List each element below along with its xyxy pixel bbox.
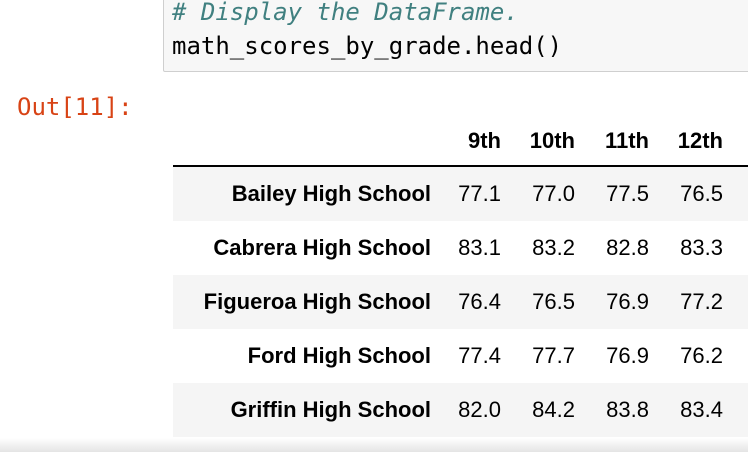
table-cell: 83.2 (532, 235, 575, 260)
table-cell: 76.9 (606, 343, 649, 368)
column-header: 12th (677, 128, 723, 153)
table-cell: 84.2 (532, 397, 575, 422)
row-index: Griffin High School (230, 397, 431, 422)
row-index: Bailey High School (231, 181, 431, 206)
table-cell: 83.3 (680, 235, 723, 260)
table-cell: 76.2 (680, 343, 723, 368)
table-cell: 77.0 (532, 181, 575, 206)
table-cell: 76.4 (458, 289, 501, 314)
column-header: 11th (604, 128, 649, 153)
table-cell: 83.1 (458, 235, 501, 260)
code-input-cell[interactable]: # Display the DataFrame. math_scores_by_… (163, 0, 748, 72)
column-header: 10th (529, 128, 575, 153)
table-cell: 77.7 (532, 343, 575, 368)
table-cell: 77.2 (680, 289, 723, 314)
table-cell: 83.4 (680, 397, 723, 422)
row-index: Cabrera High School (213, 235, 431, 260)
table-cell: 82.0 (458, 397, 501, 422)
table-cell: 77.1 (458, 181, 501, 206)
column-header: 9th (468, 128, 501, 153)
table-cell: 77.5 (606, 181, 649, 206)
dataframe-table: 9th 10th 11th 12th Bailey High School 77… (173, 117, 748, 437)
output-prompt: Out[11]: (17, 93, 133, 121)
row-index: Ford High School (247, 343, 431, 368)
table-row: Bailey High School 77.1 77.0 77.5 76.5 (173, 167, 748, 221)
table-cell: 82.8 (606, 235, 649, 260)
code-comment: # Display the DataFrame. (172, 0, 519, 26)
table-row: Griffin High School 82.0 84.2 83.8 83.4 (173, 383, 748, 437)
table-cell: 83.8 (606, 397, 649, 422)
table-cell: 76.9 (606, 289, 649, 314)
table-header-row: 9th 10th 11th 12th (173, 117, 748, 167)
table-cell: 76.5 (680, 181, 723, 206)
table-row: Figueroa High School 76.4 76.5 76.9 77.2 (173, 275, 748, 329)
table-row: Ford High School 77.4 77.7 76.9 76.2 (173, 329, 748, 383)
table-row: Cabrera High School 83.1 83.2 82.8 83.3 (173, 221, 748, 275)
row-index: Figueroa High School (203, 289, 431, 314)
bottom-shadow (0, 438, 748, 452)
table-cell: 76.5 (532, 289, 575, 314)
code-statement: math_scores_by_grade.head() (172, 32, 563, 60)
table-cell: 77.4 (458, 343, 501, 368)
